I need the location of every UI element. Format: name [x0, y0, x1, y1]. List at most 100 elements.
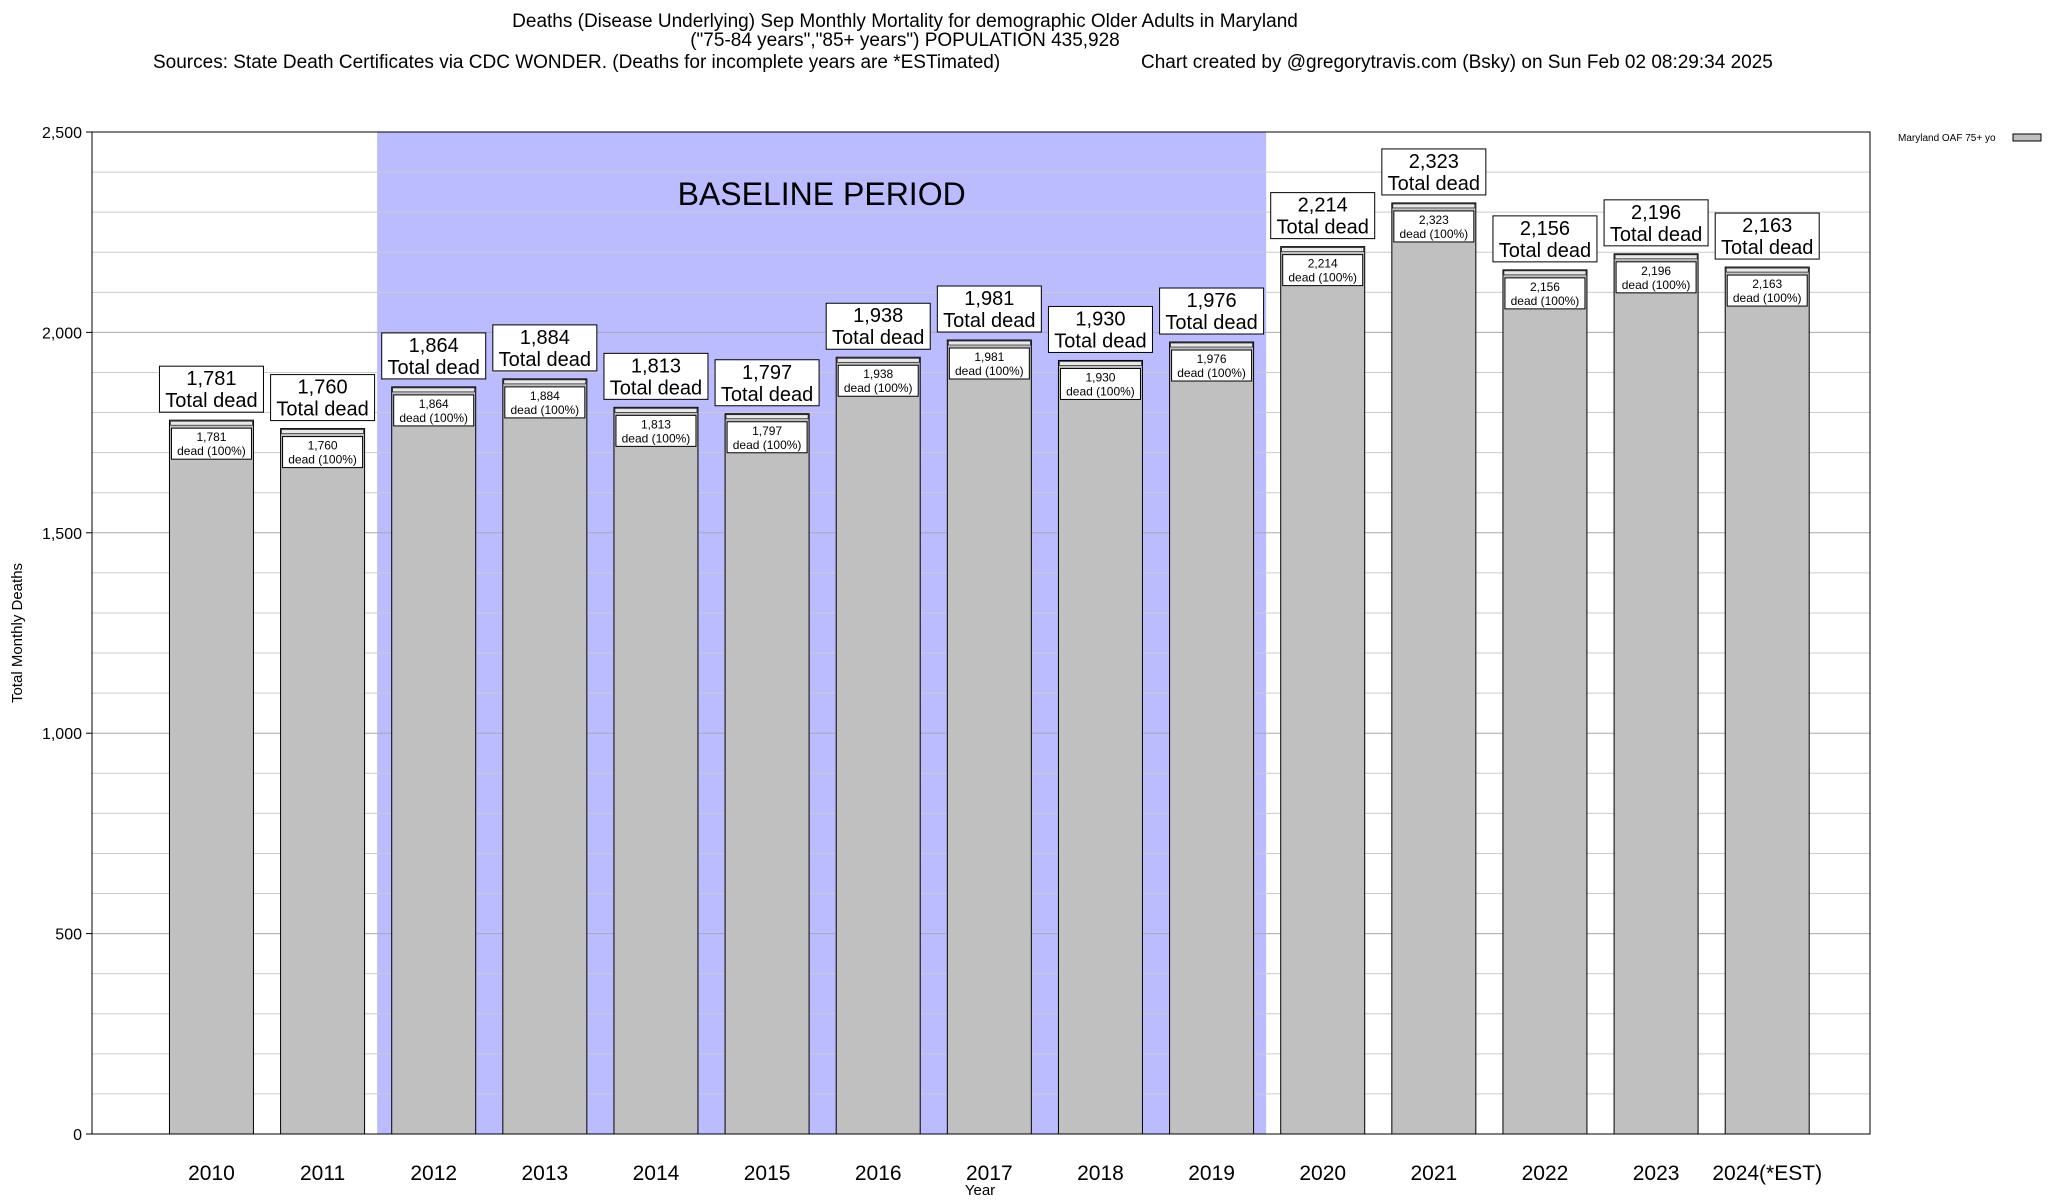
x-tick-label: 2018	[1077, 1162, 1124, 1185]
bar	[835, 356, 921, 1135]
total-dead-label: Total dead	[721, 384, 813, 406]
bar-cap	[1614, 254, 1698, 260]
bar-cap	[170, 420, 253, 426]
inner-label-box	[1615, 261, 1697, 294]
total-label-box	[1159, 287, 1265, 335]
bar-cap	[1059, 361, 1142, 366]
total-dead-label: Total dead	[165, 390, 257, 412]
title-line-1: Deaths (Disease Underlying) Sep Monthly …	[512, 11, 1298, 32]
inner-value-label: 1,813	[641, 417, 671, 431]
total-label-box	[1381, 148, 1487, 196]
x-tick-label: 2024(*EST)	[1712, 1162, 1822, 1185]
inner-percent-label: dead (100%)	[733, 438, 802, 452]
inner-label-box	[1171, 349, 1253, 382]
bar	[946, 339, 1032, 1135]
x-tick-label: 2012	[410, 1162, 457, 1185]
bar-cap	[1281, 247, 1365, 252]
bar-cap	[281, 429, 364, 434]
x-axis-title: Year	[965, 1182, 995, 1199]
total-dead-label: Total dead	[1277, 217, 1369, 239]
inner-percent-label: dead (100%)	[1622, 278, 1691, 292]
total-label-box	[492, 324, 598, 372]
total-dead-label: Total dead	[943, 310, 1035, 332]
bar-cap	[948, 340, 1031, 346]
inner-value-label: 1,930	[1085, 370, 1115, 384]
x-tick-label: 2016	[855, 1162, 902, 1185]
total-value-label: 2,196	[1631, 202, 1681, 224]
total-value-label: 1,938	[853, 305, 903, 327]
inner-percent-label: dead (100%)	[510, 403, 579, 417]
inner-value-label: 2,196	[1641, 264, 1671, 278]
inner-percent-label: dead (100%)	[1733, 291, 1802, 305]
inner-percent-label: dead (100%)	[844, 381, 913, 395]
total-value-label: 1,976	[1187, 290, 1237, 312]
inner-label-box	[837, 364, 919, 397]
total-value-label: 2,156	[1520, 218, 1570, 240]
total-value-label: 1,930	[1075, 308, 1125, 330]
inner-label-box	[1282, 254, 1364, 287]
x-tick-label: 2013	[521, 1162, 568, 1185]
bar	[724, 413, 810, 1135]
x-tick-label: 2019	[1188, 1162, 1235, 1185]
x-tick-label: 2011	[300, 1162, 345, 1185]
x-tick-label: 2021	[1410, 1162, 1457, 1185]
inner-value-label: 2,156	[1530, 280, 1560, 294]
y-tick-label: 1,000	[42, 726, 82, 743]
y-tick-label: 500	[55, 927, 82, 944]
inner-percent-label: dead (100%)	[288, 453, 357, 467]
bar-cap	[392, 387, 476, 393]
total-dead-label: Total dead	[1721, 237, 1813, 259]
total-label-box	[158, 365, 264, 413]
x-tick-label: 2014	[633, 1162, 680, 1185]
inner-label-box	[393, 394, 475, 427]
y-tick-label: 2,500	[42, 125, 82, 142]
total-label-box	[825, 302, 931, 350]
total-dead-label: Total dead	[610, 377, 702, 399]
inner-value-label: 2,163	[1752, 277, 1782, 291]
bar	[613, 406, 699, 1135]
inner-value-label: 1,884	[530, 389, 560, 403]
total-value-label: 2,163	[1742, 215, 1792, 237]
inner-value-label: 1,781	[196, 430, 226, 444]
inner-label-box	[948, 347, 1030, 380]
inner-value-label: 1,981	[974, 350, 1004, 364]
total-label-box	[1603, 199, 1709, 247]
inner-label-box	[504, 386, 586, 419]
y-tick-label: 0	[73, 1127, 82, 1144]
y-tick-label: 1,500	[42, 526, 82, 543]
legend-swatch	[2012, 133, 2042, 142]
bar	[1280, 246, 1366, 1135]
y-tick-label: 2,000	[42, 325, 82, 342]
inner-label-box	[1393, 210, 1475, 243]
title-line-2: ("75-84 years","85+ years") POPULATION 4…	[690, 30, 1120, 51]
bar	[502, 378, 588, 1135]
inner-percent-label: dead (100%)	[1399, 227, 1468, 241]
bar-cap	[1392, 203, 1476, 209]
bar-cap	[614, 408, 698, 413]
total-value-label: 2,323	[1409, 151, 1459, 173]
total-value-label: 2,214	[1298, 195, 1348, 217]
inner-percent-label: dead (100%)	[1177, 366, 1246, 380]
inner-value-label: 1,864	[419, 397, 449, 411]
total-dead-label: Total dead	[832, 327, 924, 349]
inner-percent-label: dead (100%)	[955, 364, 1024, 378]
inner-percent-label: dead (100%)	[1288, 271, 1357, 285]
total-value-label: 1,797	[742, 362, 792, 384]
bar-cap	[503, 379, 587, 385]
inner-percent-label: dead (100%)	[1511, 294, 1580, 308]
x-tick-label: 2020	[1299, 1162, 1346, 1185]
total-dead-label: Total dead	[1054, 330, 1146, 352]
sources-note: Sources: State Death Certificates via CD…	[153, 52, 1001, 73]
inner-label-box	[726, 421, 808, 454]
total-value-label: 1,760	[298, 377, 348, 399]
total-dead-label: Total dead	[1388, 173, 1480, 195]
x-tick-label: 2023	[1633, 1162, 1680, 1185]
inner-label-box	[1059, 367, 1141, 400]
inner-label-box	[1504, 277, 1586, 310]
total-dead-label: Total dead	[388, 357, 480, 379]
total-dead-label: Total dead	[1499, 240, 1591, 262]
bar	[1169, 341, 1255, 1135]
x-tick-label: 2010	[188, 1162, 235, 1185]
inner-value-label: 1,938	[863, 367, 893, 381]
